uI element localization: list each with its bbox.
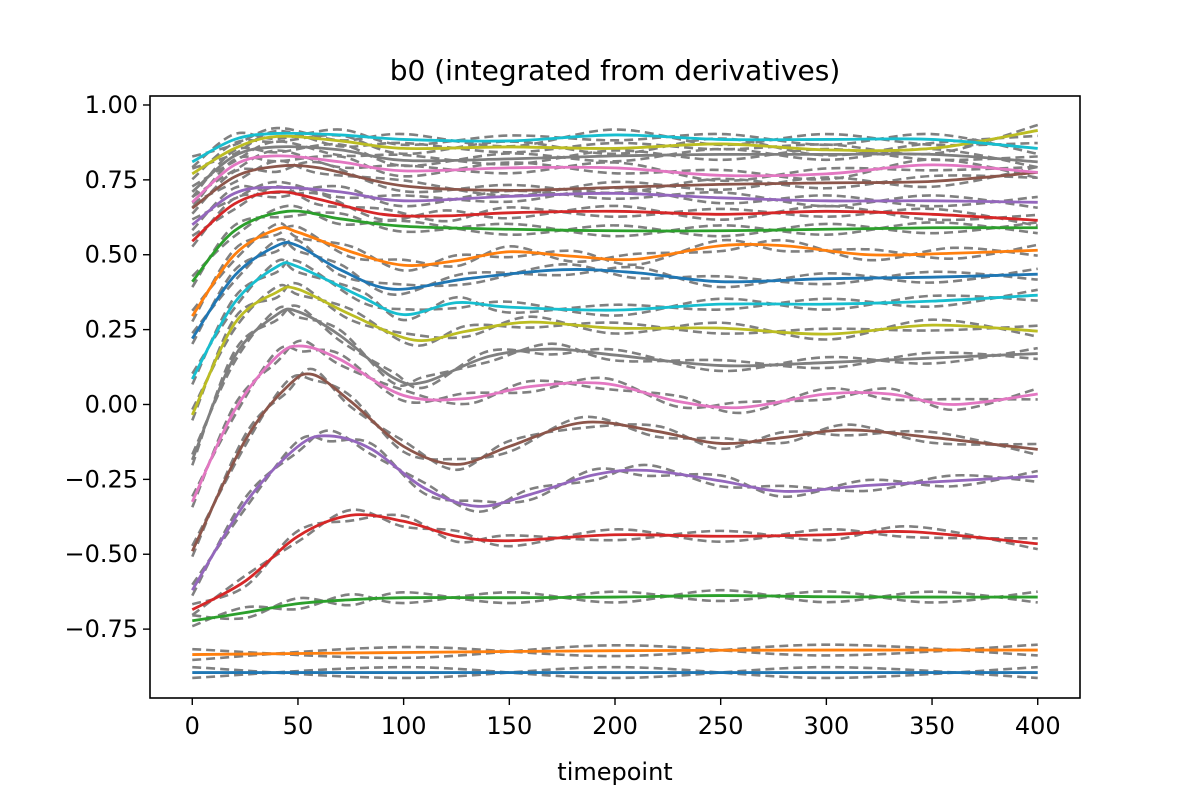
x-tick-label: 150 [486, 712, 532, 740]
reference-curve-1-1 [192, 665, 1038, 680]
chart-title: b0 (integrated from derivatives) [390, 54, 841, 87]
series-line-18 [191, 145, 1038, 193]
reference-curve-20-2 [191, 128, 1038, 169]
reference-curve-3-2 [191, 588, 1038, 628]
series-line-10 [191, 261, 1038, 380]
y-tick-label: 0.00 [85, 390, 138, 418]
x-tick-label: 100 [381, 712, 427, 740]
reference-curve-2-2 [192, 643, 1038, 662]
x-tick-label: 0 [185, 712, 200, 740]
series-line-5 [191, 434, 1038, 591]
y-tick-label: 1.00 [85, 91, 138, 119]
series-line-6 [191, 372, 1038, 552]
y-tick-label: −0.75 [64, 615, 138, 643]
x-axis-ticks: 0 50 100 150 200 250 300 350 400 [185, 698, 1061, 740]
series-line-12 [191, 226, 1038, 317]
reference-curve-18-2 [191, 142, 1038, 199]
series-line-9 [190, 285, 1038, 416]
reference-curve-16-2 [191, 160, 1038, 215]
x-tick-label: 200 [592, 712, 638, 740]
series-line-15 [191, 185, 1038, 226]
series-line-20 [191, 131, 1038, 164]
reference-curve-7-1 [191, 345, 1039, 498]
reference-curve-10-1 [191, 258, 1038, 375]
reference-curve-5-2 [191, 429, 1038, 597]
y-axis-ticks: −0.75 −0.50 −0.25 0.00 0.25 0.50 0.75 1.00 [64, 91, 150, 643]
y-tick-label: 0.25 [85, 316, 138, 344]
reference-curve-1-2 [192, 665, 1038, 680]
reference-curve-14-2 [191, 191, 1038, 248]
reference-curve-8-2 [191, 304, 1038, 466]
x-tick-label: 50 [283, 712, 314, 740]
series-line-2 [192, 648, 1038, 656]
y-tick-label: 0.50 [85, 241, 138, 269]
reference-curve-4-1 [191, 513, 1038, 606]
series-line-16 [191, 163, 1038, 210]
x-tick-label: 300 [803, 712, 849, 740]
reference-curve-10-2 [191, 258, 1038, 385]
reference-curve-16-1 [191, 159, 1038, 205]
reference-curve-18-1 [191, 140, 1038, 188]
reference-curve-3-1 [192, 590, 1038, 621]
y-tick-label: 0.75 [85, 166, 138, 194]
series-line-11 [191, 240, 1038, 340]
series-lines-layer [190, 129, 1038, 674]
reference-curve-4-2 [191, 508, 1038, 617]
reference-curve-6-1 [191, 373, 1038, 547]
reference-lines-layer [191, 123, 1039, 680]
x-axis-label: timepoint [557, 758, 672, 786]
reference-curve-11-1 [191, 237, 1038, 335]
x-tick-label: 400 [1015, 712, 1061, 740]
x-tick-label: 250 [698, 712, 744, 740]
series-line-7 [190, 344, 1038, 503]
reference-curve-6-2 [191, 367, 1039, 558]
reference-curve-17-2 [191, 154, 1038, 209]
series-line-8 [190, 307, 1038, 461]
reference-curve-15-1 [191, 180, 1038, 221]
reference-curve-2-1 [192, 643, 1038, 660]
x-tick-label: 350 [909, 712, 955, 740]
series-line-13 [191, 209, 1038, 283]
reference-curve-5-1 [191, 434, 1038, 586]
reference-curve-7-2 [191, 339, 1038, 508]
series-line-3 [192, 594, 1038, 623]
series-line-14 [191, 190, 1038, 243]
series-line-4 [191, 513, 1038, 611]
reference-curve-8-1 [191, 305, 1038, 456]
series-line-17 [191, 154, 1038, 204]
y-tick-label: −0.50 [64, 540, 138, 568]
series-line-19 [191, 129, 1038, 176]
y-tick-label: −0.25 [64, 465, 138, 493]
